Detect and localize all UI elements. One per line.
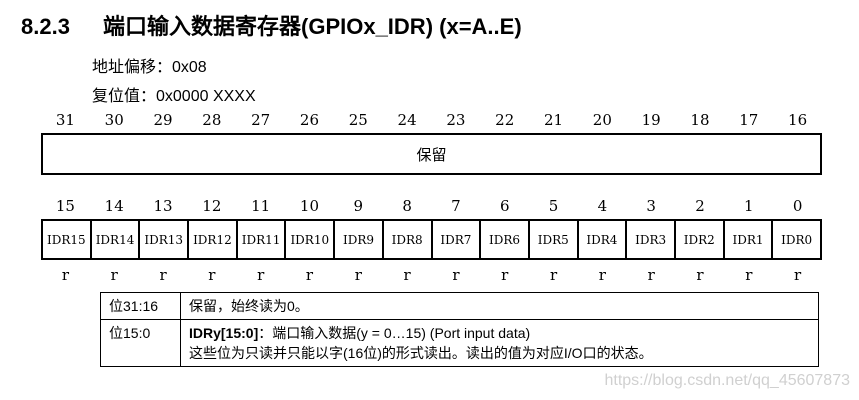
- bit-number: 28: [202, 111, 222, 129]
- bit-number: 31: [55, 111, 75, 129]
- description-line: ：端口输入数据(y = 0…15) (Port input data): [258, 325, 531, 341]
- idr-field-cell: IDR11: [238, 221, 287, 258]
- idr-field-cell: IDR15: [43, 221, 92, 258]
- access-type: r: [745, 266, 753, 284]
- idr-field-cell: IDR7: [433, 221, 482, 258]
- idr-field-cell: IDR5: [530, 221, 579, 258]
- idr-fields: IDR15 IDR14 IDR13 IDR12 IDR11 IDR10 IDR9…: [41, 219, 822, 260]
- reserved-label: 保留: [416, 146, 447, 164]
- bit-number: 3: [646, 197, 656, 215]
- address-offset: 地址偏移：0x08: [92, 59, 207, 76]
- bit-number: 0: [792, 197, 803, 215]
- bit-number: 26: [299, 111, 320, 129]
- idr-field-cell: IDR8: [384, 221, 433, 258]
- idr-field-cell: IDR6: [481, 221, 530, 258]
- idr-field-cell: IDR2: [676, 221, 725, 258]
- upper-bit-numbers: 31 30 29 28 27 26 25 24 23 22 21 20 19 1…: [41, 111, 822, 129]
- access-type: r: [354, 266, 362, 284]
- access-type: r: [403, 266, 411, 284]
- bit-description-table: 位31:16 保留，始终读为0。 位15:0 IDRy[15:0]：端口输入数据…: [100, 292, 819, 367]
- bit-number: 11: [251, 197, 271, 215]
- bit-number: 2: [695, 197, 705, 215]
- idr-field-cell: IDR9: [335, 221, 384, 258]
- idr-field-cell: IDR4: [579, 221, 628, 258]
- idr-field-cell: IDR1: [725, 221, 774, 258]
- description-cell: IDRy[15:0]：端口输入数据(y = 0…15) (Port input …: [180, 319, 819, 367]
- idr-field-cell: IDR13: [140, 221, 190, 258]
- idr-field-cell: IDR0: [781, 232, 813, 247]
- idr-field-cell: IDR14: [92, 221, 141, 258]
- bit-number: 15: [55, 197, 75, 215]
- description-line: 这些位为只读并只能以字(16位)的形式读出。读出的值为对应I/O口的状态。: [189, 345, 653, 361]
- reset-value: 复位值：0x0000 XXXX: [92, 88, 256, 105]
- bit-number: 18: [690, 111, 710, 129]
- section-heading: 8.2.3 端口输入数据寄存器(GPIOx_IDR) (x=A..E): [21, 9, 522, 41]
- bit-number: 24: [397, 111, 417, 129]
- access-type: r: [110, 266, 118, 284]
- bit-number: 1: [744, 197, 754, 215]
- reserved-field: 保留: [41, 133, 822, 175]
- access-type: r: [61, 266, 69, 284]
- bits-cell: 位15:0: [100, 319, 181, 367]
- bit-number: 14: [104, 197, 124, 215]
- bit-number: 22: [495, 111, 515, 129]
- bit-number: 17: [739, 111, 759, 129]
- bit-number: 30: [104, 111, 124, 129]
- description-line: 保留，始终读为0。: [189, 298, 309, 314]
- access-type: r: [501, 266, 509, 284]
- idr-field-cell: IDR10: [286, 221, 336, 258]
- lower-bit-numbers: 15 14 13 12 11 10 9 8 7 6 5 4 3 2 1 0: [41, 197, 822, 215]
- idr-field-cell: IDR12: [189, 221, 238, 258]
- bit-number: 6: [499, 197, 510, 215]
- bit-number: 29: [153, 111, 173, 129]
- bit-number: 21: [543, 111, 564, 129]
- access-type: r: [549, 266, 558, 284]
- idr-field-cell: IDR3: [627, 221, 676, 258]
- bit-number: 16: [788, 111, 808, 129]
- bit-number: 12: [202, 197, 222, 215]
- bit-number: 20: [592, 111, 612, 129]
- bit-number: 10: [299, 197, 320, 215]
- watermark: https://blog.csdn.net/qq_45607873: [604, 372, 850, 389]
- table-row: 位15:0 IDRy[15:0]：端口输入数据(y = 0…15) (Port …: [100, 319, 819, 367]
- bit-number: 13: [153, 197, 173, 215]
- bit-number: 23: [446, 111, 466, 129]
- access-type: r: [159, 266, 167, 284]
- field-name: IDRy[15:0]: [189, 325, 259, 341]
- access-type: r: [794, 266, 802, 284]
- bit-number: 8: [402, 197, 412, 215]
- section-title: 端口输入数据寄存器(GPIOx_IDR) (x=A..E): [103, 14, 522, 39]
- bit-number: 4: [597, 197, 608, 215]
- access-type: r: [257, 266, 265, 284]
- access-type: r: [598, 266, 606, 284]
- access-row: r r r r r r r r r r r r r r r r: [41, 266, 822, 284]
- description-cell: 保留，始终读为0。: [180, 292, 819, 320]
- bit-number: 5: [548, 197, 559, 215]
- bit-number: 19: [641, 111, 661, 129]
- access-type: r: [305, 266, 314, 284]
- access-type: r: [696, 266, 704, 284]
- bit-number: 27: [251, 111, 271, 129]
- bits-cell: 位31:16: [100, 292, 181, 320]
- access-type: r: [452, 266, 460, 284]
- access-type: r: [208, 266, 216, 284]
- bit-number: 25: [348, 111, 368, 129]
- bit-number: 7: [451, 197, 461, 215]
- bit-number: 9: [353, 197, 364, 215]
- table-row: 位31:16 保留，始终读为0。: [100, 292, 819, 320]
- access-type: r: [647, 266, 655, 284]
- section-number: 8.2.3: [21, 14, 70, 39]
